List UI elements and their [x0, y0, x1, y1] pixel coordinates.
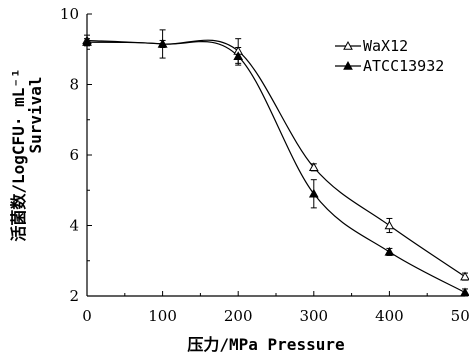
data-point-ATCC13932 — [157, 38, 168, 48]
legend-label: ATCC13932 — [363, 57, 444, 75]
y-axis-title-line-2: Survival — [26, 76, 45, 153]
x-tick-label: 200 — [224, 307, 253, 325]
y-axis-title-line-1: 活菌数/LogCFU· mL⁻¹ — [9, 68, 28, 241]
data-point-ATCC13932 — [308, 188, 319, 198]
data-point-WaX12 — [460, 271, 469, 281]
y-tick-label: 8 — [69, 76, 79, 94]
series-line-WaX12 — [86, 39, 466, 278]
data-point-ATCC13932 — [460, 287, 469, 297]
series-line-ATCC13932 — [86, 41, 466, 294]
y-tick-label: 2 — [69, 287, 79, 305]
x-tick-label: 500 — [451, 307, 469, 325]
data-point-WaX12 — [384, 220, 395, 230]
data-point-ATCC13932 — [82, 37, 92, 46]
y-tick-label: 6 — [69, 146, 79, 164]
data-point-WaX12 — [308, 162, 319, 172]
data-point-ATCC13932 — [233, 51, 244, 60]
x-tick-label: 0 — [82, 307, 92, 325]
y-tick-label: 4 — [69, 217, 79, 235]
x-tick-label: 400 — [375, 307, 404, 325]
series-curves — [86, 39, 466, 294]
legend-marker — [343, 60, 353, 70]
x-axis-title: 压力/MPa Pressure — [187, 335, 344, 354]
data-points — [82, 35, 469, 297]
legend-label: WaX12 — [363, 37, 408, 55]
legend-marker — [343, 40, 353, 50]
legend: WaX12 ATCC13932 — [335, 37, 444, 75]
y-tick-label: 10 — [60, 5, 79, 23]
y-axis-title: 活菌数/LogCFU· mL⁻¹ Survival — [9, 68, 45, 241]
x-tick-label: 300 — [299, 307, 328, 325]
axis-ticks: 0 100 200 300 400 500 2 4 6 8 10 — [60, 5, 469, 325]
data-point-ATCC13932 — [384, 246, 395, 256]
x-tick-label: 100 — [148, 307, 177, 325]
